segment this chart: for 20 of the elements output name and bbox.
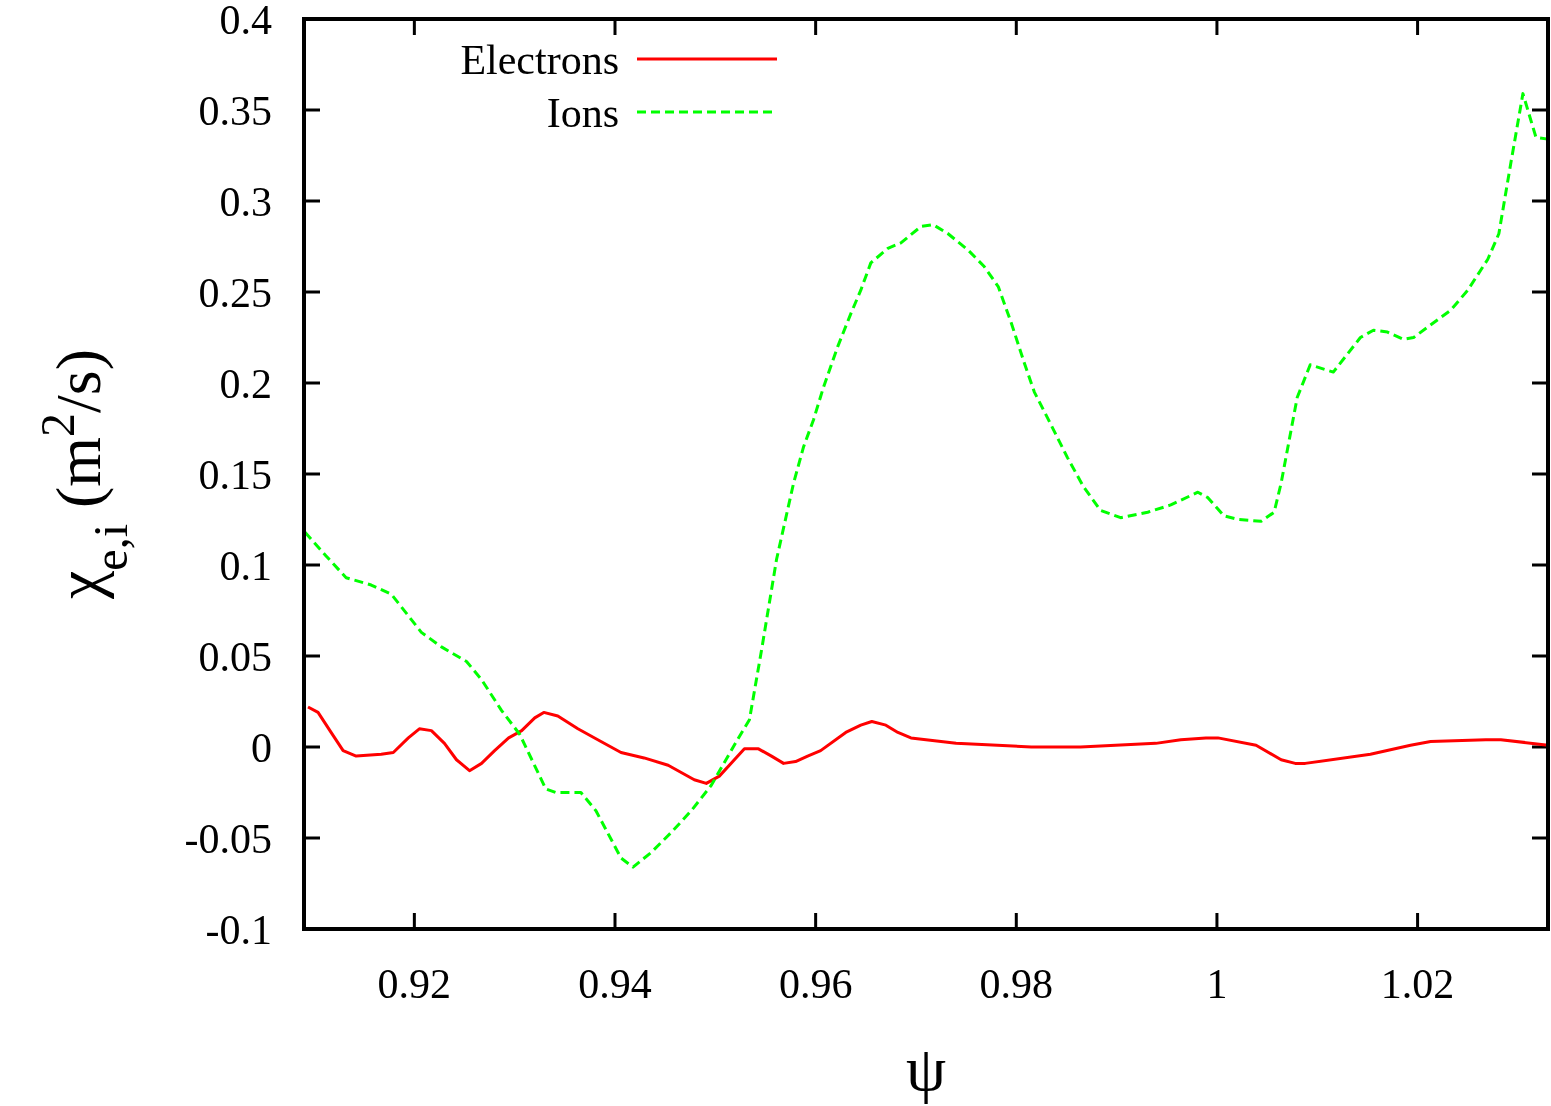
x-tick-label: 1: [1206, 961, 1228, 1007]
y-tick-label: -0.05: [184, 815, 272, 862]
x-axis-title: ψ: [905, 1033, 947, 1104]
y-tick-label: 0.2: [219, 360, 272, 407]
y-tick-label: 0: [251, 724, 272, 771]
y-tick-label: 0.05: [198, 633, 272, 680]
y-tick-label: 0.35: [198, 87, 272, 134]
y-tick-label: 0.3: [219, 178, 272, 225]
y-tick-label: 0.15: [198, 451, 272, 498]
x-tick-label: 1.02: [1380, 961, 1455, 1007]
y-tick-label: 0.1: [219, 542, 272, 589]
legend-label: Electrons: [460, 36, 619, 83]
legend-label: Ions: [546, 89, 619, 136]
y-tick-label: 0.25: [198, 269, 272, 316]
x-tick-label: 0.94: [578, 961, 652, 1007]
x-tick-label: 0.98: [979, 961, 1054, 1007]
y-tick-label: -0.1: [205, 906, 272, 953]
x-tick-label: 0.92: [377, 961, 452, 1007]
x-tick-label: 0.96: [778, 961, 853, 1007]
y-tick-label: 0.4: [219, 0, 272, 43]
